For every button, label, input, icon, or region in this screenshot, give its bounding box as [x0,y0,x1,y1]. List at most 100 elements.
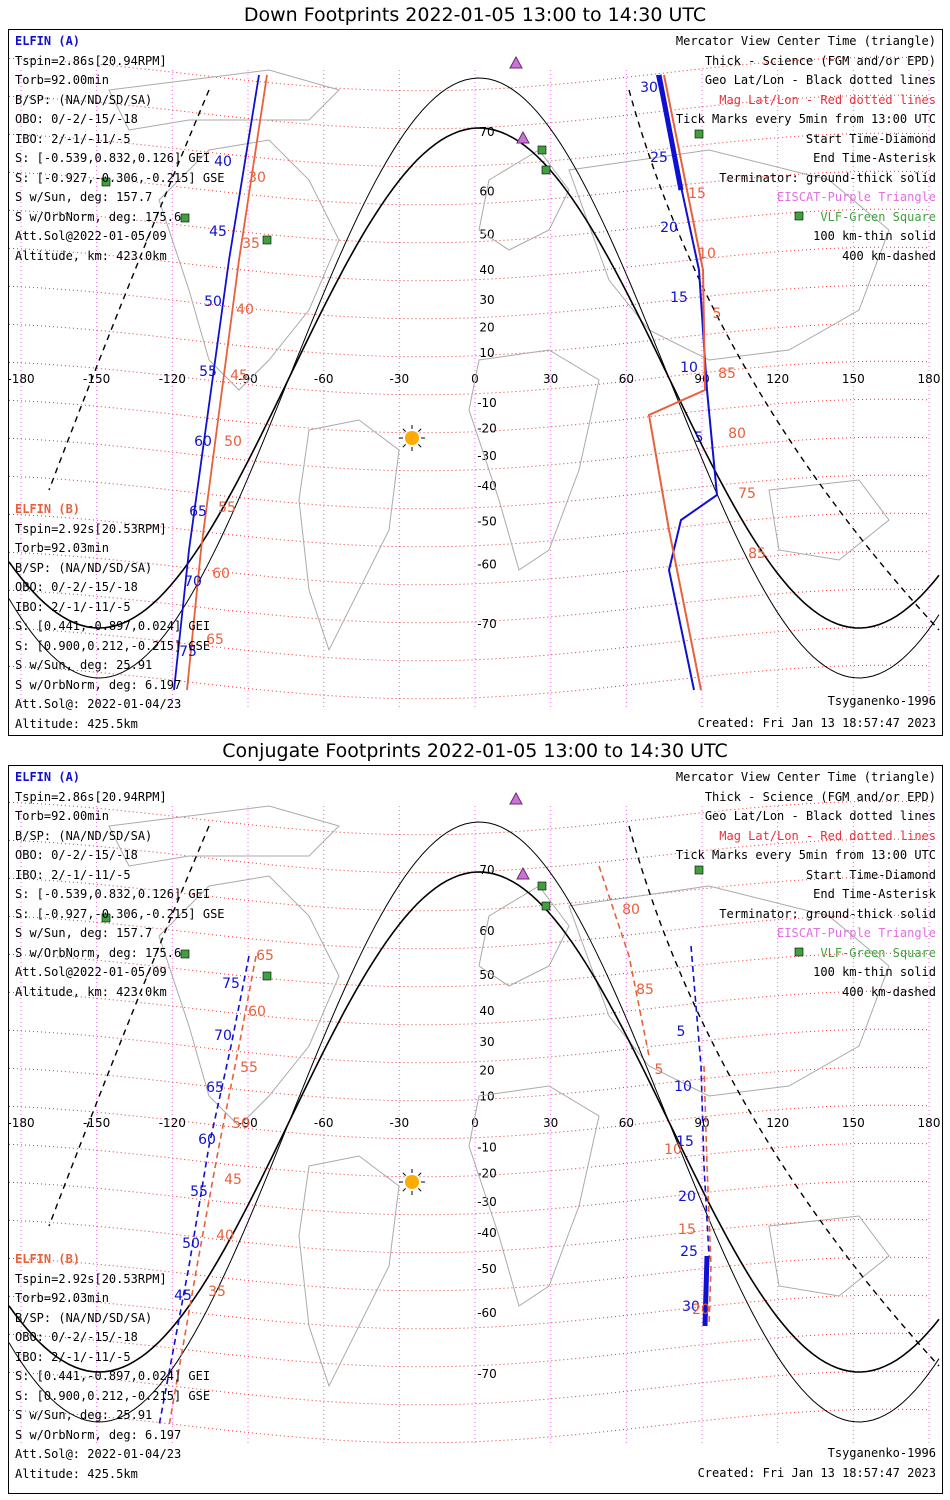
elfin-a-param-line: S w/OrbNorm, deg: 175.6 [15,209,182,224]
elfin-b-params: Tspin=2.92s[20.53RPM] Torb=92.03min B/SP: … [15,1270,210,1485]
latitude-tick-label: -30 [477,449,497,463]
elfin-b-west-tick-label: 65 [256,948,274,964]
legend-item: Tick Marks every 5min from 13:00 UTC [675,112,936,126]
elfin-a-east-tick-label: 5 [677,1024,686,1040]
sun-ray [402,428,406,432]
panel-title-conjugate: Conjugate Footprints 2022-01-05 13:00 to… [222,740,728,762]
vlf-square-icon [180,213,190,223]
elfin-b-east-tick-label: 85 [636,982,654,998]
elfin-a-params: Tspin=2.86s[20.94RPM] Torb=92.00min B/SP: … [15,788,225,1003]
elfin-b-west-tick-label: 50 [224,434,242,450]
vlf-square-icon [262,971,272,981]
longitude-tick-label: -180 [9,1116,35,1130]
elfin-a-west-tick-label: 45 [209,224,227,240]
elfin-b-west-tick-label: 60 [212,566,230,582]
elfin-b-west-tick-label: 45 [224,1172,242,1188]
continent-outline [298,419,400,652]
longitude-tick-label: 120 [766,1116,789,1130]
latitude-tick-label: 10 [479,346,494,360]
legend-item: End Time-Asterisk [813,151,936,165]
mag-latitude-line [9,398,930,434]
vlf-square-icon [694,129,704,139]
terminator-400km-line [48,825,210,1227]
continent-outline [768,479,890,561]
longitude-tick-label: -30 [390,372,410,386]
longitude-tick-label: -180 [9,372,35,386]
elfin-a-west-tick-label: 40 [214,154,232,170]
elfin-b-east-tick-label: 85 [718,366,736,382]
elfin-a-west-tick-label: 70 [184,574,202,590]
elfin-b-west-tick-label: 35 [208,1284,226,1300]
terminator-ground-line [9,127,940,629]
elfin-b-label: ELFIN (B) [15,1252,81,1266]
elfin-b-west-tick-label: 30 [248,170,266,186]
elfin-b-east-tick-label: 15 [678,1222,696,1238]
latitude-tick-label: 40 [479,263,494,277]
elfin-a-science-segment [656,74,684,191]
elfin-a-param-line: Altitude, km: 423.0km [15,984,167,999]
elfin-a-param-line: OBO: 0/-2/-15/-18 [15,848,138,862]
continent-outline [158,139,340,391]
longitude-tick-label: 180 [918,372,941,386]
elfin-b-east-track [598,865,650,1057]
elfin-a-param-line: S: [-0.927,-0.306,-0.215] GSE [15,170,225,185]
elfin-b-param-line: Tspin=2.92s[20.53RPM] [15,521,167,536]
latitude-tick-label: -30 [477,1195,497,1209]
latitude-tick-label: 70 [479,125,494,139]
legend-item: Thick - Science (FGM and/or EPD) [704,53,936,68]
longitude-tick-label: 30 [543,1116,558,1130]
latitude-tick-label: -60 [477,558,497,572]
legend-item: 100 km-thin solid [813,965,936,979]
map-canvas-down: -180 -150 -120 -90 -60 -30 0 30 60 90 120 150 180706… [9,55,941,710]
elfin-a-east-track [656,74,719,691]
elfin-a-east-tick-label: 10 [680,360,698,376]
elfin-b-param-line: Torb=92.03min [15,541,109,555]
legend-item: Mag Lat/Lon - Red dotted lines [719,828,936,843]
elfin-b-param-line: S w/Sun, deg: 25.91 [15,658,153,672]
elfin-b-param-line: S: [0.900,0.212,-0.215] GSE [15,1388,211,1403]
legend-item: Terminator: ground-thick solid [719,170,936,185]
elfin-b-west-track [168,955,257,1427]
latitude-tick-label: -70 [477,617,497,631]
legend-item: Geo Lat/Lon - Black dotted lines [704,73,936,87]
elfin-a-east-tick-label: 25 [680,1244,698,1260]
latitude-tick-label: 20 [479,1063,494,1077]
elfin-a-west-tick-label: 45 [174,1288,192,1304]
elfin-b-west-tick-label: 65 [206,632,224,648]
longitude-tick-label: 150 [842,1116,865,1130]
eiscat-triangle-icon [509,791,523,805]
elfin-b-west-tick-label: 55 [218,500,236,516]
elfin-a-east-tick-label: 20 [678,1189,696,1205]
map-canvas-conjugate: -180 -150 -120 -90 -60 -30 0 30 60 90 120 150 180706… [9,791,940,1446]
elfin-b-param-line: B/SP: (NA/ND/SD/SA) [15,560,153,575]
continent-outline [468,1085,600,1307]
elfin-b-param-line: S w/Sun, deg: 25.91 [15,1408,153,1422]
elfin-b-info: ELFIN (B) Tspin=2.92s[20.53RPM] Torb=92.0… [15,500,210,734]
elfin-b-param-line: Torb=92.03min [15,1291,109,1305]
latitude-tick-label: 30 [479,293,494,307]
legend-item: Mercator View Center Time (triangle) [675,34,936,48]
sun-icon [405,1175,419,1189]
sun-ray [418,428,422,432]
elfin-a-west-track [158,955,250,1427]
elfin-a-east-tick-label: 15 [670,290,688,306]
elfin-b-param-line: B/SP: (NA/ND/SD/SA) [15,1310,153,1325]
elfin-b-west-tick-label: 60 [248,1004,266,1020]
terminator-100km-line [9,77,940,679]
elfin-a-west-tick-label: 75 [179,644,197,660]
elfin-b-param-line: IBO: 2/-1/-11/-5 [15,599,131,614]
continent-outline [468,349,600,571]
elfin-a-east-tick-label: 30 [682,1299,700,1315]
longitude-tick-label: 30 [543,372,558,386]
latitude-tick-label: 70 [479,863,494,877]
vlf-square-icon [694,865,704,875]
sun-ray [402,1188,406,1192]
elfin-a-west-tick-label: 65 [206,1080,224,1096]
elfin-a-param-line: IBO: 2/-1/-11/-5 [15,867,131,882]
elfin-b-east-tick-label: 80 [622,902,640,918]
latitude-tick-label: -10 [477,396,497,410]
elfin-b-east-tick-label: 85 [748,546,766,562]
legend-item: Thick - Science (FGM and/or EPD) [704,789,936,804]
elfin-a-param-line: Tspin=2.86s[20.94RPM] [15,789,167,804]
elfin-a-west-tick-label: 55 [190,1184,208,1200]
